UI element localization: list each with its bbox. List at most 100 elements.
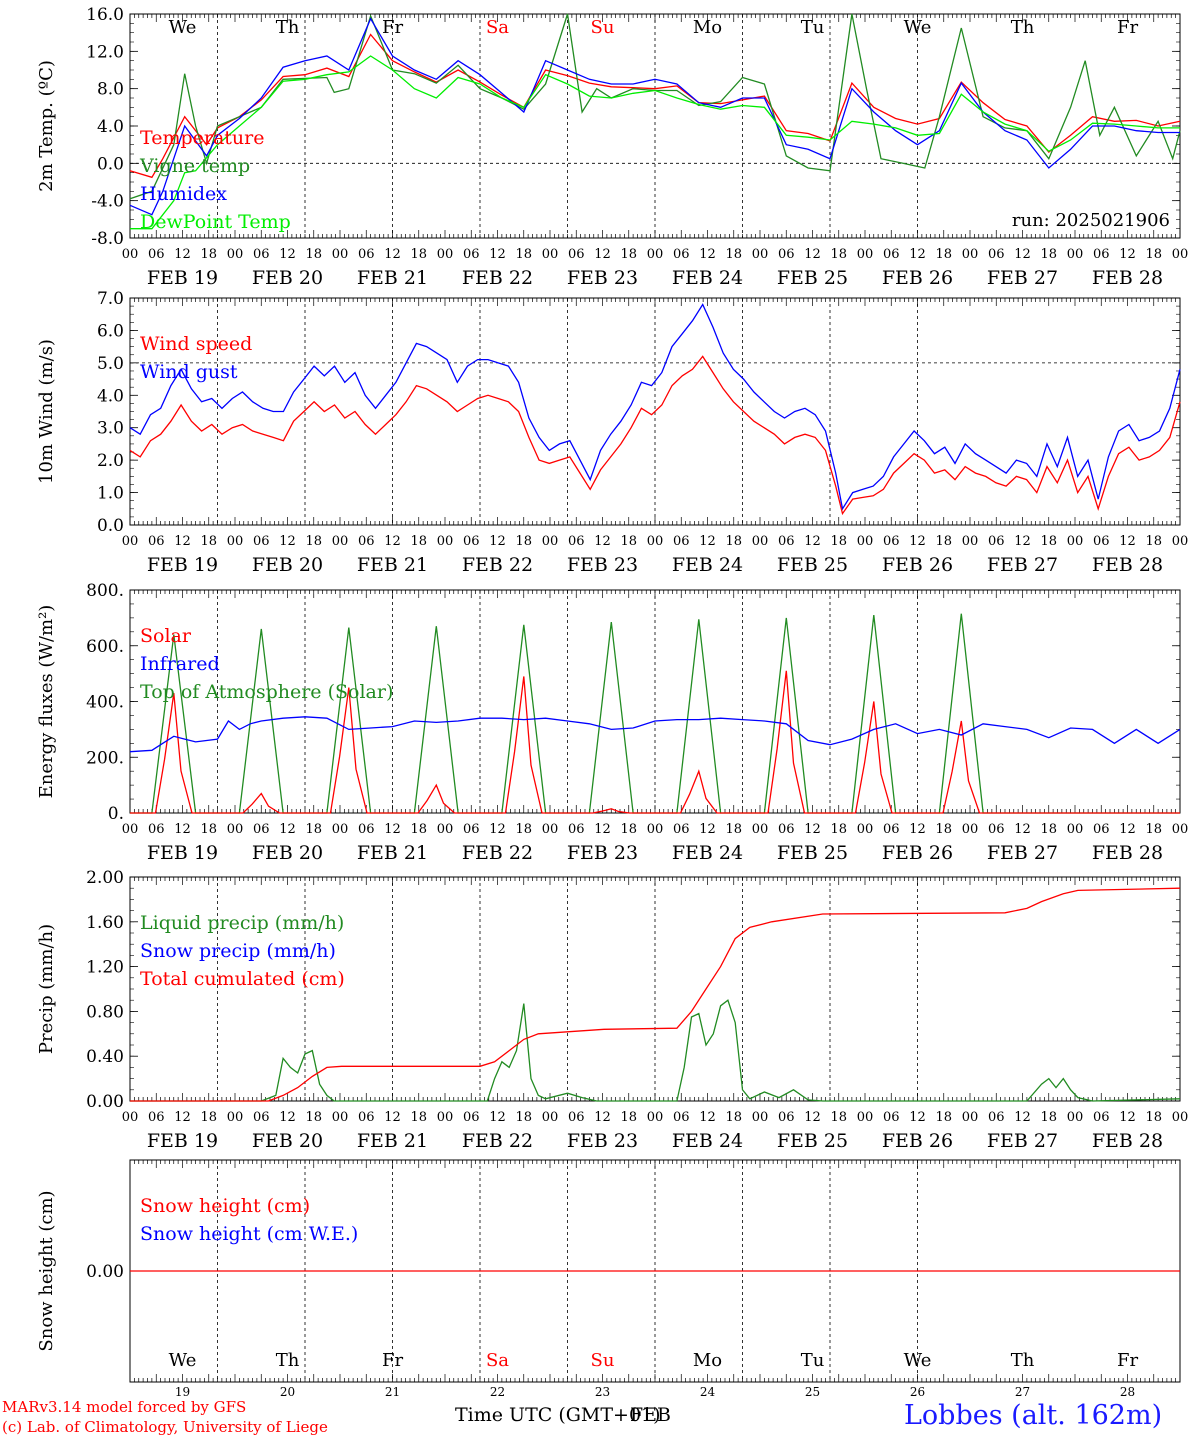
panel-2-hour-tick-label: 12	[594, 534, 611, 549]
panel-4-ytick-label: 1.60	[86, 913, 124, 933]
panel-1-day-name: Th	[276, 17, 300, 38]
panel-3-hour-tick-label: 18	[725, 822, 742, 837]
panel-1-hour-tick-label: 18	[410, 247, 427, 262]
panel-1-hour-tick-label: 18	[725, 247, 742, 262]
panel-2-ytick-label: 2.0	[97, 451, 124, 471]
panel-1-hour-tick-label: 12	[594, 247, 611, 262]
panel-2-hour-tick-label: 18	[725, 534, 742, 549]
panel-1-date-label: FEB 26	[882, 267, 953, 289]
panel-4-legend-entry: Snow precip (mm/h)	[140, 940, 336, 962]
panel-4-hour-tick-label: 00	[647, 1110, 664, 1125]
panel-1-hour-tick-label: 12	[804, 247, 821, 262]
panel-2-hour-tick-label: 12	[699, 534, 716, 549]
panel-4-legend-entry: Liquid precip (mm/h)	[140, 912, 344, 934]
panel-2-hour-tick-label: 00	[437, 534, 454, 549]
panel-4-hour-tick-label: 06	[568, 1110, 585, 1125]
panel-2-date-label: FEB 24	[672, 554, 743, 576]
panel-3-ytick-label: 200.	[86, 748, 124, 768]
panel-3-date-label: FEB 27	[987, 842, 1058, 864]
panel-2-date-label: FEB 21	[357, 554, 428, 576]
panel-2-hour-tick-label: 18	[305, 534, 322, 549]
panel-2-ytick-label: 5.0	[97, 354, 124, 374]
panel-2-hour-tick-label: 12	[1119, 534, 1136, 549]
panel-2-hour-tick-label: 18	[410, 534, 427, 549]
panel-4-hour-tick-label: 18	[410, 1110, 427, 1125]
panel-1-legend-entry: Temperature	[140, 127, 264, 149]
lab-credit: (c) Lab. of Climatology, University of L…	[2, 1418, 328, 1436]
bottom-day-number: 21	[385, 1385, 400, 1399]
panel-1-legend-entry: Vigne temp	[139, 155, 250, 177]
bottom-day-name: Su	[591, 1350, 615, 1371]
panel-3-hour-tick-label: 00	[437, 822, 454, 837]
panel-5-legend-entry: Snow height (cm)	[140, 1195, 310, 1217]
panel-3-hour-tick-label: 06	[1093, 822, 1110, 837]
panel-3-hour-tick-label: 18	[1145, 822, 1162, 837]
panel-4-hour-tick-label: 12	[279, 1110, 296, 1125]
panel-1-hour-tick-label: 06	[673, 247, 690, 262]
panel-2-date-label: FEB 25	[777, 554, 848, 576]
panel-2-hour-tick-label: 00	[332, 534, 349, 549]
x-axis-title-overlay: FEB	[630, 1404, 672, 1426]
panel-2-hour-tick-label: 06	[358, 534, 375, 549]
panel-3-date-label: FEB 25	[777, 842, 848, 864]
panel-3-ytick-label: 600.	[86, 637, 124, 657]
panel-4-hour-tick-label: 00	[227, 1110, 244, 1125]
panel-4-hour-tick-label: 06	[883, 1110, 900, 1125]
panel-4-hour-tick-label: 18	[200, 1110, 217, 1125]
station-name: Lobbes (alt. 162m)	[904, 1400, 1163, 1431]
panel-4-hour-tick-label: 00	[752, 1110, 769, 1125]
panel-4-hour-tick-label: 06	[988, 1110, 1005, 1125]
panel-2-hour-tick-label: 12	[1014, 534, 1031, 549]
panel-4-hour-tick-label: 18	[830, 1110, 847, 1125]
panel-3-hour-tick-label: 00	[1067, 822, 1084, 837]
panel-3-hour-tick-label: 06	[358, 822, 375, 837]
panel-2-hour-tick-label: 12	[489, 534, 506, 549]
x-axis-title: Time UTC (GMT+01)	[455, 1404, 661, 1426]
panel-4-hour-tick-label: 18	[1040, 1110, 1057, 1125]
panel-2-hour-tick-label: 18	[935, 534, 952, 549]
panel-3-hour-tick-label: 12	[909, 822, 926, 837]
bottom-day-name: Fr	[1117, 1350, 1138, 1371]
bottom-day-number: 22	[490, 1385, 505, 1399]
bottom-day-name: Fr	[382, 1350, 403, 1371]
panel-2-hour-tick-label: 18	[830, 534, 847, 549]
panel-4-hour-tick-label: 18	[305, 1110, 322, 1125]
panel-1-ytick-label: 8.0	[97, 80, 124, 100]
panel-2-hour-tick-label: 18	[515, 534, 532, 549]
panel-1-hour-tick-label: 06	[148, 247, 165, 262]
panel-1-hour-tick-label: 12	[384, 247, 401, 262]
panel-4-series-total-cumulated-cm	[130, 887, 1181, 1102]
panel-4-hour-tick-label: 06	[1093, 1110, 1110, 1125]
panel-2-hour-tick-label: 18	[1145, 534, 1162, 549]
panel-4-hour-tick-label: 00	[542, 1110, 559, 1125]
panel-1-hour-tick-label: 18	[1040, 247, 1057, 262]
panel-4-ytick-label: 2.00	[86, 868, 124, 888]
panel-4-date-label: FEB 28	[1092, 1130, 1163, 1152]
panel-2-date-label: FEB 27	[987, 554, 1058, 576]
panel-1-day-name: Mo	[693, 17, 722, 38]
panel-3-hour-tick-label: 12	[279, 822, 296, 837]
panel-2-hour-tick-label: 18	[1040, 534, 1057, 549]
panel-1-date-label: FEB 28	[1092, 267, 1163, 289]
panel-2-hour-tick-label: 12	[384, 534, 401, 549]
panel-3-legend-entry: Solar	[140, 625, 192, 647]
panel-2-hour-tick-label: 00	[227, 534, 244, 549]
panel-2-hour-tick-label: 06	[883, 534, 900, 549]
panel-1-day-name: Sa	[486, 17, 509, 38]
panel-1-date-label: FEB 24	[672, 267, 743, 289]
panel-1-hour-tick-label: 12	[909, 247, 926, 262]
panel-4-hour-tick-label-end: 00	[1172, 1110, 1189, 1125]
bottom-day-name: Sa	[486, 1350, 509, 1371]
bottom-day-name: Th	[1011, 1350, 1035, 1371]
panel-2-hour-tick-label: 12	[174, 534, 191, 549]
panel-4-hour-tick-label: 00	[332, 1110, 349, 1125]
panel-3-hour-tick-label: 12	[804, 822, 821, 837]
bottom-day-name: Mo	[693, 1350, 722, 1371]
panel-4-hour-tick-label: 00	[437, 1110, 454, 1125]
panel-1-hour-tick-label: 06	[883, 247, 900, 262]
panel-3-hour-tick-label: 12	[699, 822, 716, 837]
panel-1-hour-tick-label: 06	[253, 247, 270, 262]
panel-2-hour-tick-label: 00	[542, 534, 559, 549]
bottom-day-number: 28	[1120, 1385, 1135, 1399]
panel-4-hour-tick-label: 00	[122, 1110, 139, 1125]
